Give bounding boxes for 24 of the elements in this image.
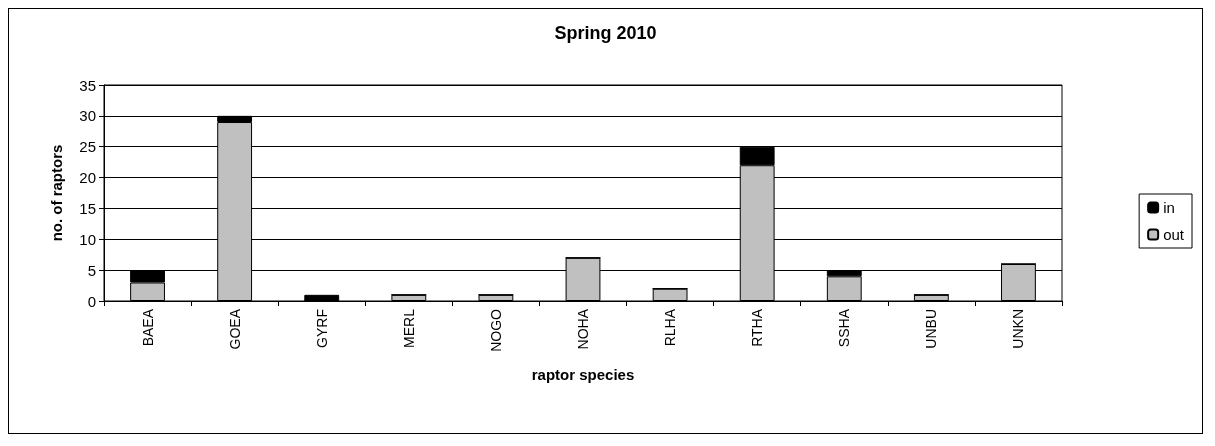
y-tick-label: 30 [79, 107, 96, 125]
x-axis-title: raptor species [531, 366, 635, 383]
y-tick-label: 10 [79, 230, 96, 248]
x-tick-label: GYRF [313, 309, 330, 348]
y-tick-label: 35 [79, 76, 96, 94]
x-tick-label: NOGO [487, 308, 504, 352]
legend-label: out [1163, 226, 1185, 243]
legend-label: in [1163, 199, 1175, 216]
x-tick-label: UNBU [923, 309, 940, 349]
x-tick-label: BAEA [139, 308, 156, 347]
x-tick-label: NOHA [575, 308, 591, 350]
x-tick-label: UNKN [1010, 309, 1027, 349]
x-tick-label: RTHA [749, 308, 766, 347]
x-tick-label: MERL [400, 308, 417, 348]
chart-title: Spring 2010 [554, 23, 657, 43]
y-tick-label: 15 [79, 199, 96, 217]
x-tick-label: SSHA [836, 308, 853, 348]
x-tick-label: RLHA [662, 308, 679, 347]
y-tick-label: 5 [87, 261, 96, 279]
y-tick-label: 20 [79, 169, 96, 187]
x-tick-label: GOEA [226, 308, 243, 350]
y-tick-label: 0 [87, 292, 96, 310]
y-axis-title: no. of raptors [48, 144, 65, 242]
y-tick-label: 25 [79, 138, 96, 156]
